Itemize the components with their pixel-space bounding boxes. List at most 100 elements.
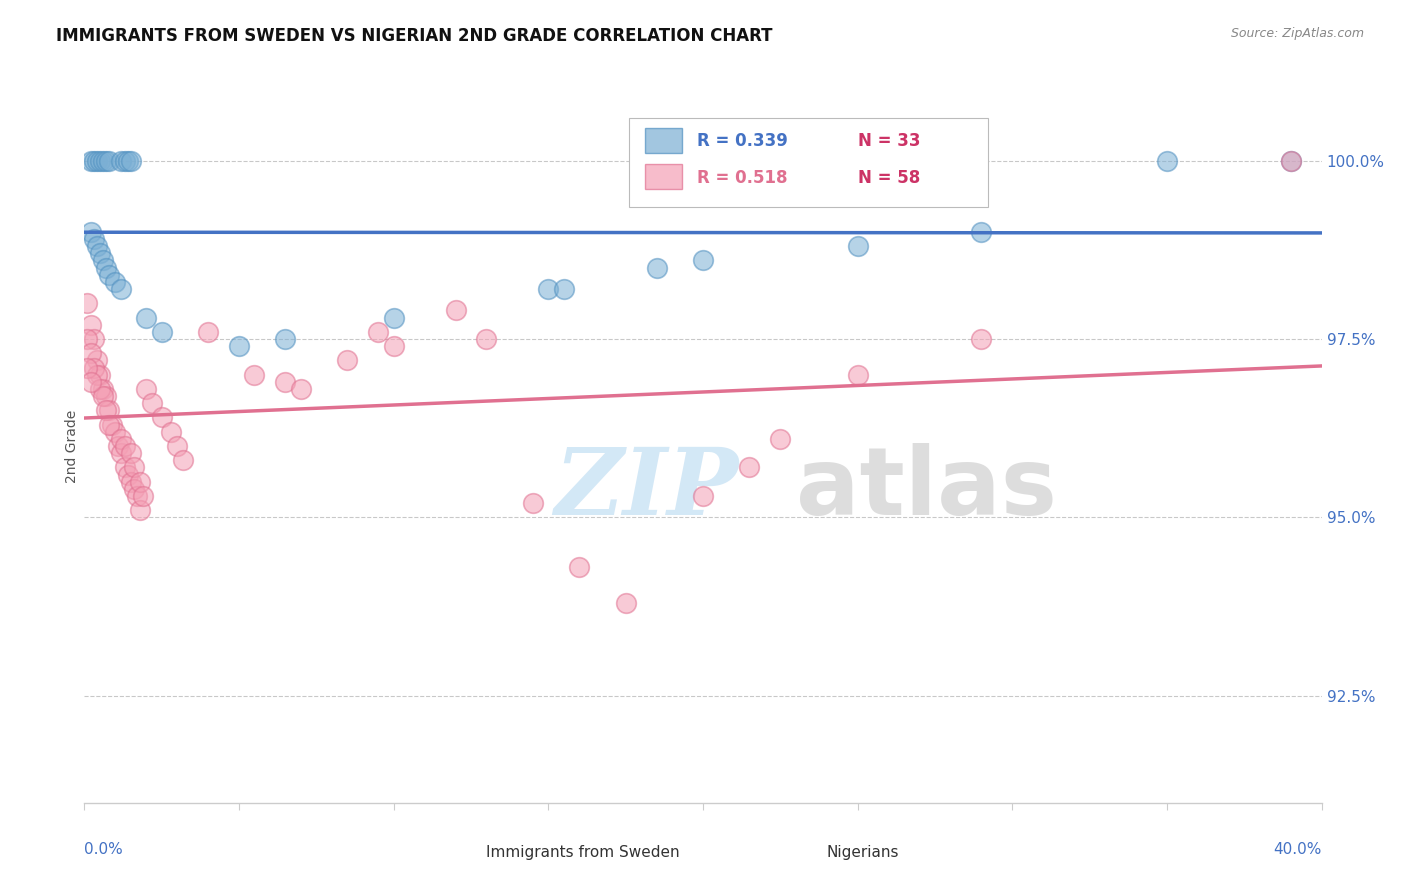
Point (444, 303, 467, 318)
Point (382, 339, 405, 353)
Point (110, 432, 132, 446)
Bar (645, 164, 682, 189)
Point (475, 332, 498, 346)
Point (86, 353, 108, 368)
Text: 40.0%: 40.0% (1274, 842, 1322, 857)
Point (150, 410, 173, 425)
Point (553, 282, 575, 296)
Point (243, 368, 266, 382)
Point (110, 446, 132, 460)
Point (150, 325, 173, 339)
Text: R = 0.518: R = 0.518 (697, 169, 787, 187)
Point (79, 346, 101, 360)
Point (568, 560, 591, 574)
Point (160, 425, 183, 439)
Point (522, 496, 544, 510)
Point (83, 153, 105, 168)
Point (135, 382, 157, 396)
Bar (645, 128, 682, 153)
Point (769, 432, 792, 446)
Point (89, 246, 111, 260)
Point (970, 332, 993, 346)
Text: R = 0.339: R = 0.339 (697, 132, 787, 150)
Point (537, 282, 560, 296)
Point (79, 375, 101, 389)
Point (89, 153, 111, 168)
FancyBboxPatch shape (628, 118, 987, 207)
Point (120, 475, 142, 489)
Point (76, 332, 98, 346)
Point (692, 489, 714, 503)
Point (98, 403, 121, 417)
Point (79, 153, 101, 168)
Point (83, 232, 105, 246)
Point (94, 260, 117, 275)
Point (101, 417, 124, 432)
Point (94, 389, 117, 403)
Point (117, 153, 139, 168)
Text: N = 58: N = 58 (858, 169, 920, 187)
Point (98, 153, 121, 168)
Point (122, 482, 145, 496)
Text: 0.0%: 0.0% (84, 842, 124, 857)
Point (86, 153, 108, 168)
Point (110, 282, 132, 296)
Point (274, 375, 297, 389)
Point (228, 339, 250, 353)
Point (166, 439, 188, 453)
Point (114, 439, 136, 453)
Point (89, 368, 111, 382)
Bar (450, 843, 477, 863)
Point (114, 460, 136, 475)
Point (122, 460, 145, 475)
Point (107, 439, 129, 453)
Text: IMMIGRANTS FROM SWEDEN VS NIGERIAN 2ND GRADE CORRELATION CHART: IMMIGRANTS FROM SWEDEN VS NIGERIAN 2ND G… (56, 27, 773, 45)
Bar (790, 843, 817, 863)
Point (110, 153, 132, 168)
Y-axis label: 2nd Grade: 2nd Grade (65, 409, 79, 483)
Point (117, 467, 139, 482)
Point (132, 489, 155, 503)
Point (86, 239, 108, 253)
Point (91, 389, 114, 403)
Point (141, 396, 163, 410)
Point (970, 225, 993, 239)
Point (94, 403, 117, 417)
Point (336, 353, 359, 368)
Point (172, 453, 194, 467)
Text: atlas: atlas (796, 442, 1057, 535)
Point (104, 425, 127, 439)
Text: N = 33: N = 33 (858, 132, 920, 150)
Point (94, 153, 117, 168)
Point (645, 260, 668, 275)
Point (367, 325, 389, 339)
Point (692, 253, 714, 268)
Point (129, 475, 152, 489)
Point (76, 360, 98, 375)
Point (98, 417, 121, 432)
Point (79, 225, 101, 239)
Point (1156, 153, 1178, 168)
Point (86, 368, 108, 382)
Point (614, 596, 637, 610)
Point (738, 460, 761, 475)
Point (98, 268, 121, 282)
Point (91, 153, 114, 168)
Point (135, 310, 157, 325)
Point (846, 368, 869, 382)
Point (197, 325, 219, 339)
Point (846, 239, 869, 253)
Point (1279, 153, 1302, 168)
Point (114, 153, 136, 168)
Text: ZIP: ZIP (554, 444, 738, 533)
Point (91, 382, 114, 396)
Point (290, 382, 312, 396)
Point (83, 332, 105, 346)
Point (104, 275, 127, 289)
Point (129, 503, 152, 517)
Point (125, 489, 148, 503)
Point (83, 360, 105, 375)
Point (120, 153, 142, 168)
Point (79, 318, 101, 332)
Point (91, 253, 114, 268)
